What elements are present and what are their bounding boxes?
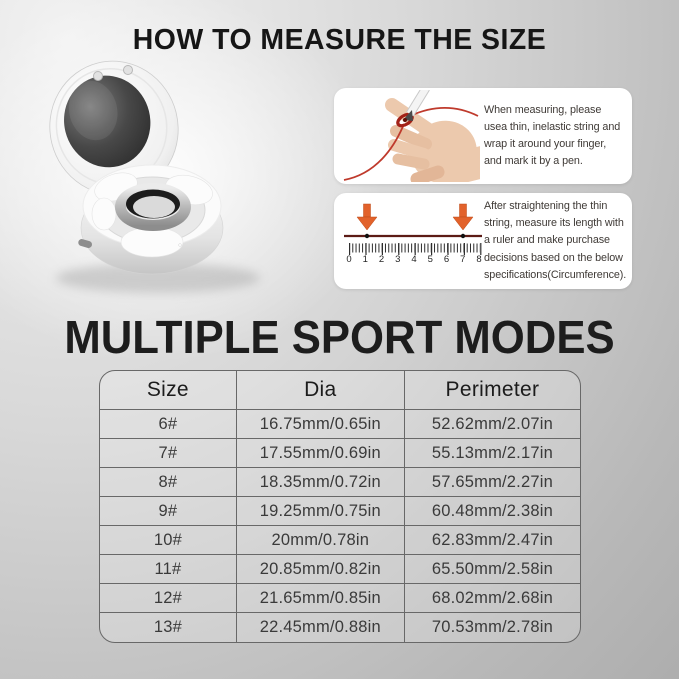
- hand-icon: [343, 90, 480, 182]
- table-cell: 55.13mm/2.17in: [404, 439, 580, 468]
- col-header-dia: Dia: [236, 371, 405, 410]
- hand-string-pen-illustration: [334, 88, 484, 184]
- table-cell: 17.55mm/0.69in: [236, 439, 405, 468]
- table-cell: 70.53mm/2.78in: [431, 618, 553, 636]
- table-cell: 52.62mm/2.07in: [404, 410, 580, 439]
- table-row: 6# 16.75mm/0.65in 52.62mm/2.07in: [100, 410, 580, 439]
- table-cell: 18.35mm/0.72in: [236, 468, 405, 497]
- ruler-illustration: 0 1 2 3 4 5 6 7 8: [334, 193, 484, 289]
- table-cell: 9#: [100, 497, 237, 526]
- table-cell: 16.75mm/0.65in: [236, 410, 405, 439]
- table-row: 7# 17.55mm/0.69in 55.13mm/2.17in: [100, 439, 580, 468]
- ruler-number: 6: [443, 254, 450, 265]
- table-cell: 19.25mm/0.75in: [236, 497, 405, 526]
- table-cell: 6#: [100, 410, 237, 439]
- table-cell: 57.65mm/2.27in: [404, 468, 580, 497]
- table-row: 8# 18.35mm/0.72in 57.65mm/2.27in: [100, 468, 580, 497]
- section-title-measure: HOW TO MEASURE THE SIZE: [132, 24, 547, 56]
- table-cell: 65.50mm/2.58in: [404, 555, 580, 584]
- col-header-perimeter: Perimeter: [404, 371, 580, 410]
- table-cell: 13#: [100, 613, 237, 642]
- ruler-number: 4: [411, 254, 417, 265]
- instruction-text-string: When measuring, please usea thin, inelas…: [484, 103, 621, 168]
- table-cell: 62.83mm/2.47in: [404, 526, 580, 555]
- ruler-number: 8: [476, 254, 482, 265]
- table-header-row: Size Dia Perimeter: [100, 371, 580, 410]
- table-cell: 10#: [100, 526, 237, 555]
- ruler-number: 1: [362, 254, 368, 265]
- ruler-graphic: 0 1 2 3 4 5 6 7 8: [342, 203, 484, 265]
- table-cell: 8#: [100, 468, 237, 497]
- table-cell: 20.85mm/0.82in: [236, 555, 405, 584]
- ruler-number: 7: [460, 254, 466, 265]
- section-title-modes: MULTIPLE SPORT MODES: [64, 311, 615, 363]
- table-cell: 7#: [100, 439, 237, 468]
- table-row: 10# 20mm/0.78in 62.83mm/2.47in: [100, 526, 580, 555]
- instruction-text-ruler: After straightening the thin string, mea…: [484, 200, 627, 281]
- table-row: 11# 20.85mm/0.82in 65.50mm/2.58in: [100, 555, 580, 584]
- table-cell: 12#: [100, 584, 237, 613]
- ruler-number: 3: [395, 254, 401, 265]
- ruler-number: 2: [378, 254, 385, 265]
- ruler-number: 0: [346, 254, 352, 265]
- table-row: 13# 22.45mm/0.88in 70.53mm/2.78in: [100, 613, 580, 642]
- instruction-card-ruler: 0 1 2 3 4 5 6 7 8 After straightening th…: [334, 193, 632, 289]
- ruler-arrows-icon: [344, 203, 482, 255]
- size-table-body: 6# 16.75mm/0.65in 52.62mm/2.07in 7# 17.55mm/…: [100, 410, 580, 642]
- table-row: 9# 19.25mm/0.75in 60.48mm/2.38in: [100, 497, 580, 526]
- table-cell: 22.45mm/0.88in: [237, 613, 405, 642]
- ruler-number-scale: 0 1 2 3 4 5 6 7 8: [342, 254, 484, 265]
- instruction-card-string: When measuring, please usea thin, inelas…: [334, 88, 632, 184]
- table-cell: 60.48mm/2.38in: [404, 497, 580, 526]
- ruler-number: 5: [427, 254, 433, 265]
- size-chart-table: Size Dia Perimeter 6# 16.75mm/0.65in 52.62…: [99, 370, 581, 643]
- table-cell: 21.65mm/0.85in: [236, 584, 405, 613]
- table-cell: 20mm/0.78in: [236, 526, 405, 555]
- col-header-size: Size: [100, 371, 237, 410]
- table-cell: 11#: [100, 555, 237, 584]
- table-cell: 68.02mm/2.68in: [404, 584, 580, 613]
- smart-ring-charging-case-photo: [30, 56, 315, 308]
- ring-case-illustration: [49, 60, 260, 293]
- table-row: 12# 21.65mm/0.85in 68.02mm/2.68in: [100, 584, 580, 613]
